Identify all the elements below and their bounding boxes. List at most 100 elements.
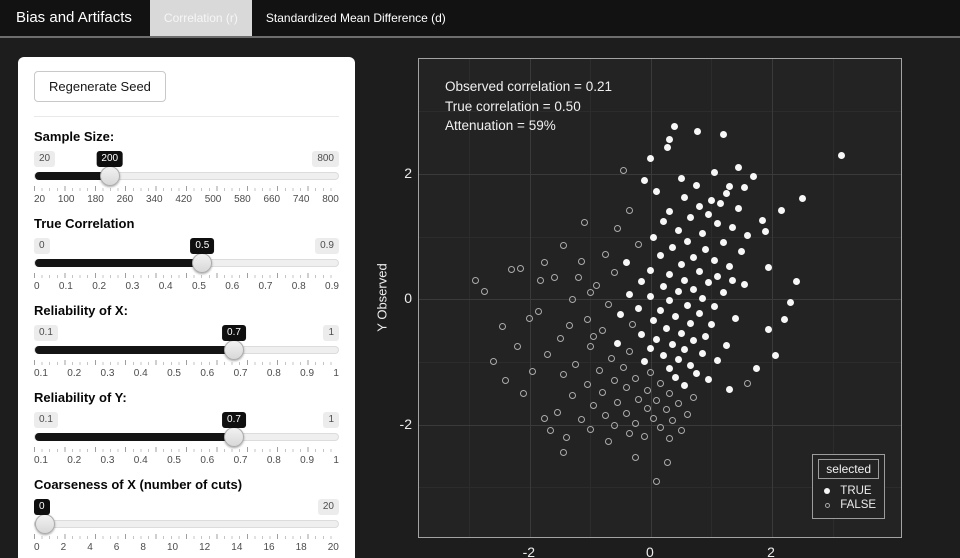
data-point-selected — [668, 340, 676, 348]
data-point-unselected — [559, 448, 567, 456]
data-point-unselected — [541, 414, 549, 422]
data-point-unselected — [668, 417, 676, 425]
data-point-selected — [792, 278, 800, 286]
data-point-selected — [692, 181, 700, 189]
slider-tick-label: 4 — [87, 542, 93, 553]
data-point-unselected — [650, 414, 658, 422]
data-point-unselected — [611, 377, 619, 385]
tab-correlation[interactable]: Correlation (r) — [149, 0, 252, 36]
slider-tick-label: 0.7 — [233, 455, 248, 466]
slider-5: Coarseness of X (number of cuts) 20 0 0 2 4 6 8… — [34, 477, 339, 553]
data-point-selected — [720, 239, 728, 247]
data-point-unselected — [514, 342, 522, 350]
data-point-selected — [689, 337, 697, 345]
sidebar-panel: Regenerate Seed Sample Size: 20 800 200 20 10… — [18, 57, 355, 558]
data-point-unselected — [559, 371, 567, 379]
data-point-unselected — [605, 300, 613, 308]
data-point-selected — [710, 256, 718, 264]
data-point-unselected — [683, 411, 691, 419]
slider-track[interactable] — [34, 427, 339, 447]
data-point-unselected — [656, 379, 664, 387]
data-point-selected — [662, 324, 670, 332]
data-point-unselected — [571, 360, 579, 368]
data-point-unselected — [614, 398, 622, 406]
data-point-selected — [668, 244, 676, 252]
data-point-selected — [674, 288, 682, 296]
data-point-selected — [617, 310, 625, 318]
data-point-selected — [707, 196, 715, 204]
data-point-selected — [650, 234, 658, 242]
slider-badges: 0.1 1 0.7 — [34, 325, 339, 343]
slider-tick-label: 420 — [175, 194, 192, 205]
data-point-selected — [695, 268, 703, 276]
slider-badges: 20 800 200 — [34, 151, 339, 169]
slider-handle[interactable] — [100, 166, 121, 186]
slider-tick-label: 0.9 — [300, 368, 315, 379]
data-point-unselected — [644, 404, 652, 412]
data-point-selected — [689, 254, 697, 262]
data-point-unselected — [589, 402, 597, 410]
minor-gridline — [419, 361, 901, 363]
legend-item-label: FALSE — [840, 499, 877, 511]
slider-tick-label: 0.5 — [191, 281, 206, 292]
slider-handle[interactable] — [223, 427, 244, 447]
data-point-selected — [720, 131, 728, 139]
slider-3: Reliability of X: 0.1 1 0.7 0.1 0.2 0.3 0.4 0.5 0… — [34, 303, 339, 379]
slider-handle[interactable] — [192, 253, 213, 273]
data-point-selected — [759, 216, 767, 224]
data-point-selected — [686, 214, 694, 222]
slider-label: True Correlation — [34, 216, 135, 231]
data-point-selected — [665, 207, 673, 215]
slider-grid: 0 2 4 6 8 10 12 14 16 18 20 — [34, 534, 339, 553]
slider-track[interactable] — [34, 340, 339, 360]
slider-tick-label: 0.2 — [67, 368, 82, 379]
data-point-selected — [701, 333, 709, 341]
data-point-unselected — [626, 206, 634, 214]
data-point-unselected — [568, 295, 576, 303]
data-point-selected — [695, 309, 703, 317]
slider-grid: 0.1 0.2 0.3 0.4 0.5 0.6 0.7 0.8 0.9 1 — [34, 360, 339, 379]
data-point-selected — [723, 342, 731, 350]
major-gridline — [419, 299, 901, 301]
slider-tick-label: 0.6 — [200, 368, 215, 379]
slider-track[interactable] — [34, 253, 339, 273]
data-point-unselected — [536, 276, 544, 284]
data-point-selected — [647, 266, 655, 274]
slider-tick-marks — [34, 534, 339, 539]
data-point-selected — [771, 352, 779, 360]
slider-min-label: 0.1 — [34, 412, 58, 428]
data-point-unselected — [553, 408, 561, 416]
slider-tick-label: 14 — [231, 542, 243, 553]
major-gridline — [419, 173, 901, 175]
data-point-unselected — [550, 274, 558, 282]
data-point-selected — [647, 344, 655, 352]
data-point-selected — [694, 127, 702, 135]
slider-max-label: 800 — [312, 151, 339, 167]
legend-item-false: FALSE — [818, 498, 879, 512]
data-point-selected — [689, 285, 697, 293]
data-point-unselected — [665, 389, 673, 397]
slider-handle[interactable] — [223, 340, 244, 360]
slider-track[interactable] — [34, 166, 339, 186]
data-point-unselected — [586, 426, 594, 434]
tab-smd[interactable]: Standardized Mean Difference (d) — [265, 11, 446, 25]
data-point-unselected — [744, 380, 752, 388]
data-point-unselected — [595, 367, 603, 375]
slider-4: Reliability of Y: 0.1 1 0.7 0.1 0.2 0.3 0.4 0.5 0… — [34, 390, 339, 466]
data-point-selected — [665, 270, 673, 278]
data-point-selected — [665, 297, 673, 304]
slider-tick-label: 0.2 — [67, 455, 82, 466]
slider-grid: 20 100 180 260 340 420 500 580 660 740 800 — [34, 186, 339, 205]
minor-gridline — [419, 111, 901, 113]
data-point-unselected — [520, 389, 528, 397]
regenerate-seed-button[interactable]: Regenerate Seed — [34, 71, 166, 102]
data-point-unselected — [602, 412, 609, 420]
data-point-unselected — [502, 377, 510, 385]
data-point-unselected — [577, 416, 585, 424]
app-title: Bias and Artifacts — [16, 9, 132, 26]
slider-track[interactable] — [34, 514, 339, 534]
data-point-selected — [680, 276, 688, 284]
slider-handle[interactable] — [35, 514, 55, 534]
range-slider: 0.1 1 0.7 0.1 0.2 0.3 0.4 0.5 0.6 0.7 0.8 0.9 1 — [34, 412, 339, 466]
